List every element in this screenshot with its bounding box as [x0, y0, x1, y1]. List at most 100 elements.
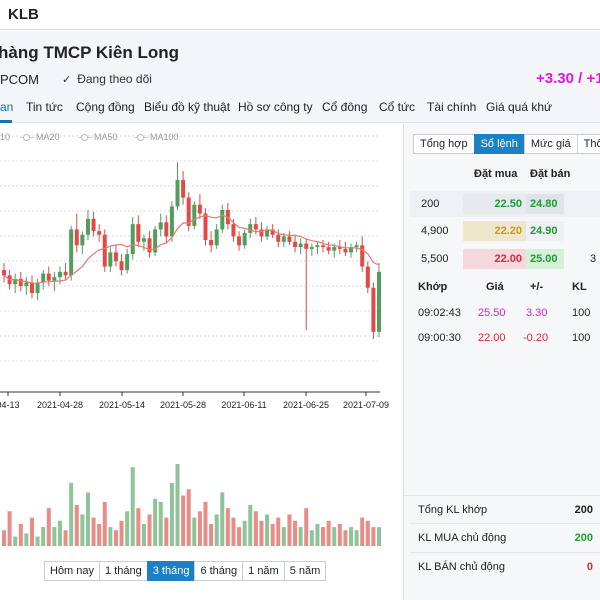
volume-bar — [164, 517, 169, 546]
candle — [332, 247, 337, 251]
trade-time-header: Khớp — [418, 281, 448, 293]
tab-overview[interactable]: an — [0, 100, 14, 114]
tab-summary[interactable]: Tổng hợp — [413, 134, 475, 154]
legend-marker-icon — [20, 134, 34, 142]
volume-bar — [309, 530, 314, 546]
period-1-month-button[interactable]: 1 tháng — [99, 561, 148, 581]
volume-bar — [321, 527, 326, 546]
volume-bar — [108, 527, 113, 546]
candle — [74, 229, 79, 246]
legend-ma10[interactable]: 10 — [0, 132, 11, 142]
tab-financials[interactable]: Tài chính — [427, 100, 477, 114]
tab-price-levels[interactable]: Mức giá — [523, 134, 578, 154]
period-5-years-button[interactable]: 5 năm — [283, 561, 327, 581]
x-tick-label: 2021-05-28 — [160, 400, 206, 410]
candle — [276, 234, 281, 242]
tab-news[interactable]: Tin tức — [26, 100, 63, 114]
volume-bar — [18, 523, 23, 546]
volume-bar — [293, 520, 298, 546]
x-tick-label: 2021-06-11 — [221, 400, 266, 410]
period-3-months-button[interactable]: 3 tháng — [146, 561, 196, 581]
candle — [354, 245, 359, 248]
tab-dividends[interactable]: Cổ tức — [379, 100, 416, 114]
ticker-symbol: KLB — [8, 6, 39, 23]
candle — [158, 222, 163, 230]
tab-community[interactable]: Cộng đồng — [76, 100, 135, 114]
volume-bar — [298, 527, 303, 546]
tab-company-profile[interactable]: Hồ sơ công ty — [238, 100, 313, 114]
period-6-months-button[interactable]: 6 tháng — [194, 561, 244, 581]
candle — [304, 243, 309, 249]
orderbook-row: 5,500 22.00 25.00 3 — [410, 246, 600, 272]
volume-bar — [102, 501, 107, 546]
tab-shareholders[interactable]: Cổ đông — [322, 100, 368, 114]
follow-toggle[interactable]: ✓ Đang theo dõi — [62, 72, 152, 86]
volume-bar — [141, 523, 146, 546]
candle — [181, 179, 186, 198]
volume-bar — [326, 520, 331, 546]
volume-bar — [63, 530, 68, 546]
moving-average-line — [3, 214, 380, 284]
price-chart-panel: 04-13 2021-04-28 2021-05-14 2021-05-28 2021-… — [0, 124, 403, 600]
volume-bar — [169, 482, 174, 546]
tab-technical-chart[interactable]: Biểu đồ kỹ thuật — [144, 100, 231, 114]
volume-bar — [242, 520, 247, 546]
volume-bar — [57, 520, 62, 546]
volume-bar — [371, 527, 376, 546]
candle — [349, 247, 354, 253]
volume-bar — [192, 517, 197, 546]
volume-bar — [74, 505, 79, 546]
exchange-label: PCOM — [0, 72, 39, 87]
candle — [29, 282, 34, 294]
volume-bar — [197, 511, 202, 546]
volume-bar — [7, 511, 12, 546]
order-panel-tabs: Tổng hợp Sổ lệnh Mức giá Thố — [413, 134, 600, 154]
candle — [326, 247, 331, 251]
candle — [248, 224, 253, 233]
tab-order-book[interactable]: Sổ lệnh — [473, 134, 525, 154]
candle — [293, 241, 298, 248]
tab-statistics[interactable]: Thố — [576, 134, 600, 154]
active-tab-indicator — [0, 120, 12, 123]
candle — [136, 224, 141, 242]
volume-bar — [259, 520, 264, 546]
candle — [97, 231, 102, 235]
volume-bar — [253, 511, 258, 546]
price-change: +3.30 / +1 — [536, 70, 600, 87]
candlestick-chart[interactable]: 04-13 2021-04-28 2021-05-14 2021-05-28 2021-… — [0, 124, 403, 600]
tab-price-history[interactable]: Giá quá khứ — [486, 100, 553, 114]
period-1-year-button[interactable]: 1 năm — [242, 561, 285, 581]
volume-bar — [13, 536, 18, 546]
candle — [337, 247, 342, 249]
volume-bar — [209, 523, 214, 546]
candle — [125, 254, 130, 271]
volume-bar — [332, 527, 337, 546]
candle — [253, 224, 258, 230]
legend-ma50[interactable]: MA50 — [78, 132, 118, 142]
summary-divider — [410, 552, 600, 553]
volume-bar — [153, 498, 158, 546]
candle — [119, 261, 124, 271]
volume-bar — [35, 536, 40, 546]
order-panel: Tổng hợp Sổ lệnh Mức giá Thố Đặt mua Đặt… — [404, 124, 600, 600]
period-today-button[interactable]: Hôm nay — [44, 561, 101, 581]
volume-bar — [91, 517, 96, 546]
candle — [197, 204, 202, 214]
legend-marker-icon — [134, 134, 148, 142]
volume-bar — [85, 492, 90, 546]
volume-bar — [186, 489, 191, 546]
candle — [242, 232, 247, 246]
candle — [2, 270, 6, 276]
candle — [315, 245, 320, 248]
volume-bar — [158, 501, 163, 546]
trade-price-header: Giá — [486, 281, 504, 293]
legend-ma100[interactable]: MA100 — [134, 132, 179, 142]
legend-ma20[interactable]: MA20 — [20, 132, 60, 142]
candle — [220, 209, 225, 230]
candle — [298, 243, 303, 248]
candle — [265, 229, 270, 237]
summary-divider — [410, 523, 600, 524]
candle — [360, 245, 365, 267]
candle — [365, 266, 370, 288]
period-selector: Hôm nay 1 tháng 3 tháng 6 tháng 1 năm 5 … — [44, 561, 327, 581]
